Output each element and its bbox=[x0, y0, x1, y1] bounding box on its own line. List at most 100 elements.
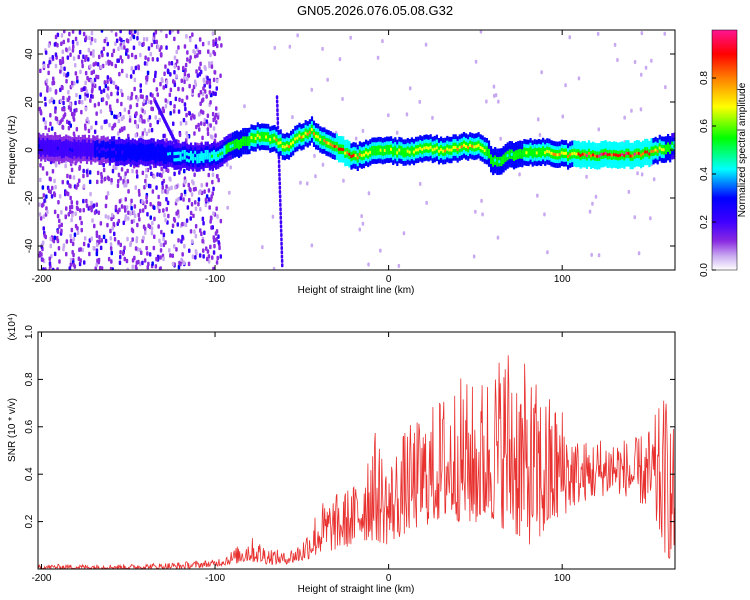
heatmap-cell bbox=[42, 202, 45, 207]
heatmap-cell bbox=[396, 151, 399, 155]
heatmap-cell bbox=[209, 219, 212, 224]
heatmap-cell bbox=[177, 238, 180, 243]
heatmap-cell bbox=[106, 175, 110, 180]
heatmap-cell bbox=[76, 41, 79, 46]
heatmap-cell bbox=[104, 83, 108, 89]
heatmap-cell bbox=[106, 79, 109, 84]
heatmap-cell bbox=[120, 45, 123, 50]
heatmap-cell bbox=[194, 44, 198, 49]
heatmap-cell bbox=[219, 73, 222, 78]
y-tick-label: 1.0 bbox=[24, 325, 35, 339]
heatmap-cell bbox=[52, 76, 55, 81]
heatmap-cell bbox=[123, 245, 126, 251]
heatmap-cell bbox=[561, 114, 564, 119]
heatmap-cell bbox=[69, 184, 72, 189]
heatmap-cell bbox=[585, 154, 588, 158]
heatmap-cell bbox=[296, 136, 299, 140]
heatmap-cell bbox=[197, 93, 201, 98]
heatmap-cell bbox=[163, 71, 166, 76]
y-tick-label: -20 bbox=[24, 190, 35, 205]
heatmap-cell bbox=[46, 144, 49, 148]
heatmap-cell bbox=[261, 245, 264, 250]
heatmap-cell bbox=[210, 154, 214, 158]
heatmap-cell bbox=[162, 232, 166, 238]
heatmap-cell bbox=[279, 141, 282, 145]
heatmap-cell bbox=[63, 107, 66, 112]
heatmap-cell bbox=[177, 213, 180, 219]
heatmap-cell bbox=[409, 86, 412, 91]
heatmap-cell bbox=[107, 256, 111, 262]
colorbar: 0.0 0.2 0.4 0.6 0.8 Normalized spectral ampl… bbox=[699, 29, 748, 277]
heatmap-cell bbox=[280, 246, 283, 250]
heatmap-cell bbox=[590, 154, 593, 158]
heatmap-cell bbox=[125, 258, 129, 264]
heatmap-cell bbox=[349, 35, 352, 40]
heatmap-cell bbox=[435, 146, 438, 150]
heatmap-cell bbox=[193, 50, 197, 56]
heatmap-cell bbox=[275, 95, 279, 100]
heatmap-cell bbox=[215, 229, 219, 234]
heatmap-cell bbox=[143, 226, 147, 232]
heatmap-cell bbox=[104, 214, 108, 219]
heatmap-cell bbox=[548, 150, 551, 154]
heatmap-cell bbox=[198, 37, 202, 42]
heatmap-cell bbox=[82, 184, 86, 189]
heatmap-cell bbox=[560, 151, 563, 155]
heatmap-cell bbox=[185, 155, 189, 159]
heatmap-cell bbox=[279, 220, 283, 225]
heatmap-cell bbox=[69, 262, 73, 267]
heatmap-cell bbox=[134, 119, 137, 125]
heatmap-cell bbox=[148, 224, 152, 230]
heatmap-cell bbox=[474, 209, 477, 214]
heatmap-cell bbox=[183, 168, 186, 174]
heatmap-cell bbox=[481, 212, 484, 217]
heatmap-cell bbox=[104, 238, 108, 244]
heatmap-cell bbox=[199, 90, 203, 95]
heatmap-cell bbox=[581, 152, 584, 156]
heatmap-cell bbox=[131, 228, 135, 234]
heatmap-cell bbox=[211, 225, 214, 230]
heatmap-cell bbox=[223, 148, 226, 152]
heatmap-cell bbox=[127, 216, 130, 221]
heatmap-cell bbox=[44, 50, 48, 55]
heatmap-cell bbox=[496, 160, 499, 164]
heatmap-cell bbox=[44, 147, 47, 151]
heatmap-cell bbox=[110, 250, 113, 256]
heatmap-cell bbox=[168, 176, 171, 181]
heatmap-cell bbox=[371, 149, 374, 153]
heatmap-cell bbox=[166, 68, 170, 73]
heatmap-cell bbox=[141, 131, 145, 136]
heatmap-cell bbox=[85, 203, 89, 208]
heatmap-cell bbox=[425, 146, 428, 150]
heatmap-cell bbox=[379, 248, 382, 253]
heatmap-cell bbox=[429, 145, 432, 149]
heatmap-cell bbox=[190, 154, 193, 158]
heatmap-cell bbox=[75, 127, 79, 132]
heatmap-cell bbox=[139, 208, 142, 214]
heatmap-cell bbox=[474, 59, 478, 64]
y-tick-label: 0 bbox=[24, 147, 35, 153]
heatmap-cell bbox=[80, 220, 83, 226]
heatmap-cell bbox=[94, 38, 97, 43]
heatmap-cell bbox=[197, 122, 200, 128]
y-tick-label: 40 bbox=[24, 48, 35, 60]
heatmap-cell bbox=[633, 215, 636, 220]
heatmap-cell bbox=[64, 163, 67, 169]
heatmap-cell bbox=[472, 254, 476, 259]
heatmap-cell bbox=[577, 76, 581, 81]
heatmap-cell bbox=[210, 61, 214, 66]
heatmap-cell bbox=[209, 52, 212, 58]
heatmap-cell bbox=[100, 179, 103, 184]
heatmap-cell bbox=[82, 86, 85, 92]
heatmap-cell bbox=[123, 256, 126, 262]
heatmap-cell bbox=[144, 151, 147, 155]
heatmap-cell bbox=[131, 264, 134, 270]
heatmap-cell bbox=[170, 185, 173, 191]
heatmap-cell bbox=[180, 192, 183, 198]
heatmap-cell bbox=[519, 152, 522, 156]
heatmap-cell bbox=[54, 109, 57, 114]
heatmap-cell bbox=[176, 222, 179, 227]
heatmap-cell bbox=[149, 165, 152, 170]
heatmap-cell bbox=[623, 115, 626, 120]
heatmap-cell bbox=[90, 78, 93, 84]
